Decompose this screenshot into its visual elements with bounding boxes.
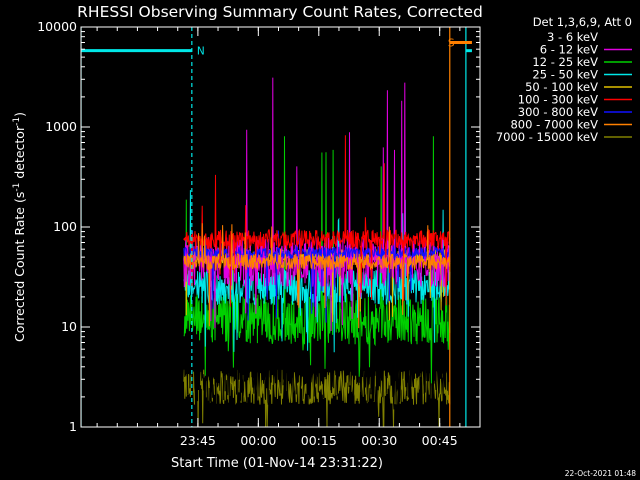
- x-tick-label: 00:15: [301, 433, 337, 448]
- footer-timestamp: 22-Oct-2021 01:48: [565, 469, 636, 478]
- legend-label-5: 100 - 300 keV: [518, 93, 598, 107]
- data-layer: [183, 77, 451, 427]
- y-tick-label: 100: [53, 219, 77, 234]
- legend-label-6: 300 - 800 keV: [518, 105, 598, 119]
- y-axis-label-sup1: -1: [12, 183, 22, 192]
- x-tick-label: 23:45: [180, 433, 216, 448]
- legend-label-0: 3 - 6 keV: [547, 30, 598, 44]
- y-axis-label-mid: detector: [12, 125, 27, 183]
- y-tick-label: 10000: [37, 19, 77, 34]
- legend-label-8: 7000 - 15000 keV: [496, 130, 598, 144]
- series-line-7: [183, 223, 451, 329]
- legend-label-1: 6 - 12 keV: [540, 43, 598, 57]
- y-tick-label: 1000: [45, 119, 77, 134]
- state-label-S: S: [448, 37, 455, 49]
- y-axis-label-main: Corrected Count Rate (s: [12, 192, 27, 342]
- y-axis-label-end: ): [12, 112, 27, 117]
- y-tick-label: 10: [61, 319, 77, 334]
- legend-label-4: 50 - 100 keV: [525, 80, 598, 94]
- series-line-6: [183, 230, 451, 323]
- state-layer: [81, 27, 472, 427]
- legend-label-7: 800 - 7000 keV: [510, 118, 598, 132]
- x-tick-label: 00:30: [361, 433, 397, 448]
- state-label-N: N: [197, 46, 205, 58]
- y-axis-label-sup2: -1: [12, 117, 22, 126]
- chart-title: RHESSI Observing Summary Count Rates, Co…: [77, 3, 483, 21]
- axes-layer: 1 10 100 1000 10000 23:45 00:00 00:15 00:30 00:45: [37, 19, 481, 448]
- y-axis-label: Corrected Count Rate (s-1 detector-1): [12, 112, 27, 342]
- x-tick-label: 00:00: [240, 433, 276, 448]
- detector-label: Det 1,3,6,9, Att 0: [533, 15, 632, 29]
- series-line-5: [183, 135, 451, 307]
- legend-label-2: 12 - 25 keV: [532, 55, 598, 69]
- x-tick-label: 00:45: [422, 433, 458, 448]
- y-tick-label: 1: [69, 419, 77, 434]
- series-line-2: [183, 136, 451, 384]
- legend-label-3: 25 - 50 keV: [532, 68, 598, 82]
- x-axis-label: Start Time (01-Nov-14 23:31:22): [171, 456, 383, 471]
